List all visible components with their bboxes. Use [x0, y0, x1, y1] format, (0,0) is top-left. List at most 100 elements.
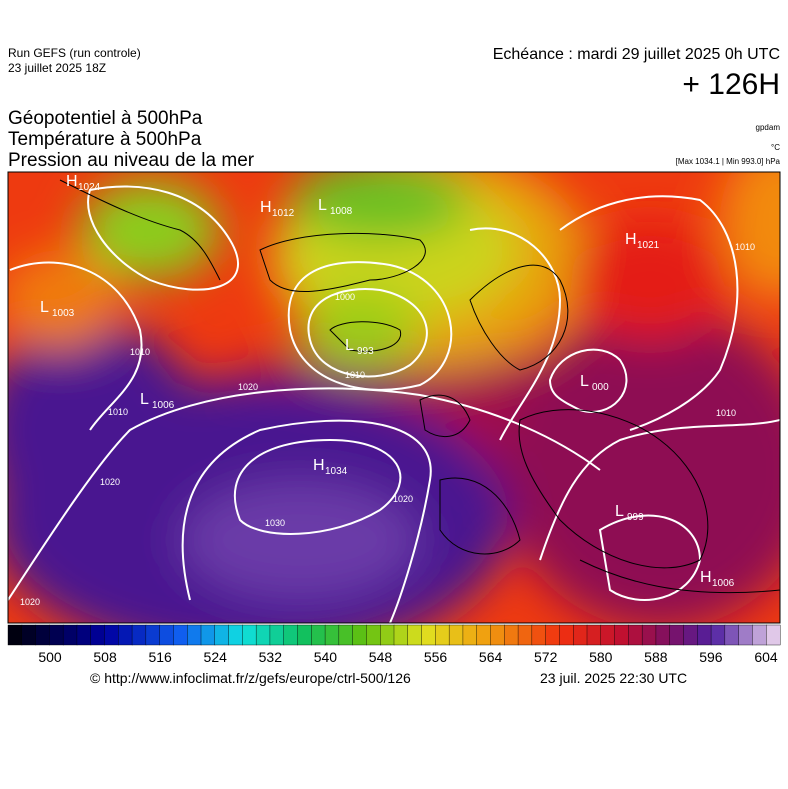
colorbar-swatch	[104, 624, 119, 646]
colorbar-swatch	[545, 624, 560, 646]
colorbar-swatch	[228, 624, 243, 646]
colorbar-label: 556	[424, 649, 448, 665]
colorbar-swatch	[407, 624, 423, 646]
unit-label: gpdam	[755, 123, 780, 132]
colorbar-swatch	[724, 624, 740, 646]
colorbar-swatch	[214, 624, 230, 646]
colorbar-swatch	[669, 624, 685, 646]
field-label: Pression au niveau de la mer	[8, 150, 255, 171]
isobar-label: 1020	[100, 477, 120, 487]
center-value: 1003	[52, 308, 75, 319]
center-value: 1006	[152, 400, 175, 411]
colorbar-swatch	[738, 624, 753, 646]
colorbar-swatch	[683, 624, 698, 646]
colorbar-swatch	[145, 624, 161, 646]
source-url: © http://www.infoclimat.fr/z/gefs/europe…	[90, 670, 411, 686]
isobar-label: 1000	[335, 292, 355, 302]
colorbar-swatch	[655, 624, 671, 646]
unit-label: °C	[771, 143, 780, 152]
isobar-label: 1030	[265, 518, 285, 528]
center-value: 1012	[272, 208, 295, 219]
colorbar-swatch	[49, 624, 64, 646]
isobar-label: 1010	[716, 408, 736, 418]
colorbar-label: 524	[204, 649, 228, 665]
colorbar-label: 508	[93, 649, 117, 665]
colorbar-swatch	[697, 624, 712, 646]
center-value: 1021	[637, 240, 660, 251]
valid-time: Echéance : mardi 29 juillet 2025 0h UTC	[492, 46, 780, 63]
center-letter: H	[700, 569, 712, 586]
colorbar-label: 580	[589, 649, 613, 665]
center-letter: L	[318, 197, 327, 214]
center-letter: H	[313, 457, 325, 474]
isobar-label: 1020	[238, 382, 258, 392]
colorbar-label: 564	[479, 649, 503, 665]
center-value: 1034	[325, 466, 348, 477]
colorbar-swatch	[173, 624, 188, 646]
colorbar-swatch	[462, 624, 478, 646]
colorbar-label: 500	[38, 649, 62, 665]
lead-time: + 126H	[682, 68, 780, 101]
colorbar-label: 588	[644, 649, 668, 665]
colorbar-label: 532	[259, 649, 283, 665]
isobar-labels: 1020 1020 1030 1020 1010 1010 1000 1010 1010 1020…	[20, 242, 755, 607]
colorbar-swatch	[21, 624, 37, 646]
center-value: 1006	[712, 578, 735, 589]
colorbar-swatch	[311, 624, 326, 646]
center-letter: L	[40, 299, 49, 316]
colorbar-label: 572	[534, 649, 558, 665]
colorbar-swatch	[255, 624, 271, 646]
colorbar-swatch	[641, 624, 657, 646]
center-letter: L	[345, 337, 354, 354]
isobar-label: 1010	[345, 370, 365, 380]
center-value: 1008	[330, 206, 353, 217]
colorbar-swatch	[324, 624, 340, 646]
colorbar-swatch	[490, 624, 505, 646]
colorbar-swatch	[421, 624, 436, 646]
colorbar-swatch	[586, 624, 602, 646]
unit-label: [Max 1034.1 | Min 993.0] hPa	[675, 157, 780, 166]
colorbar-swatch	[573, 624, 588, 646]
colorbar-swatch	[90, 624, 106, 646]
center-value: 999	[627, 512, 644, 523]
colorbar: 500 508 516 524 532 540 548 556 564 572 580 588 596 6…	[7, 624, 781, 665]
isobar-label: 1020	[393, 494, 413, 504]
colorbar-swatch	[7, 624, 23, 646]
colorbar-swatch	[283, 624, 299, 646]
run-title: Run GEFS (run controle)	[8, 46, 141, 60]
colorbar-swatch	[35, 624, 50, 646]
colorbar-label: 548	[369, 649, 393, 665]
colorbar-swatch	[159, 624, 174, 646]
center-letter: H	[66, 173, 78, 190]
colorbar-swatch	[393, 624, 409, 646]
colorbar-swatch	[752, 624, 767, 646]
colorbar-swatch	[766, 624, 781, 646]
colorbar-swatch	[531, 624, 547, 646]
generated-time: 23 juil. 2025 22:30 UTC	[540, 670, 688, 686]
colorbar-label: 540	[314, 649, 338, 665]
isobar-label: 1010	[108, 407, 128, 417]
center-letter: L	[580, 373, 589, 390]
colorbar-swatch	[269, 624, 285, 646]
field-label: Température à 500hPa	[8, 129, 202, 150]
colorbar-swatch	[628, 624, 643, 646]
colorbar-swatch	[435, 624, 450, 646]
colorbar-swatch	[380, 624, 395, 646]
temperature-field	[8, 172, 780, 623]
colorbar-label: 516	[148, 649, 172, 665]
isobar-label: 1010	[735, 242, 755, 252]
coastlines	[59, 179, 780, 594]
isobar-label: 1020	[20, 597, 40, 607]
center-value: 000	[592, 382, 609, 393]
colorbar-swatch	[517, 624, 533, 646]
center-value: 1024	[78, 182, 101, 193]
colorbar-swatch	[352, 624, 367, 646]
colorbar-swatch	[297, 624, 312, 646]
colorbar-swatch	[338, 624, 354, 646]
colorbar-swatch	[600, 624, 616, 646]
colorbar-swatch	[242, 624, 257, 646]
center-letter: H	[260, 199, 272, 216]
